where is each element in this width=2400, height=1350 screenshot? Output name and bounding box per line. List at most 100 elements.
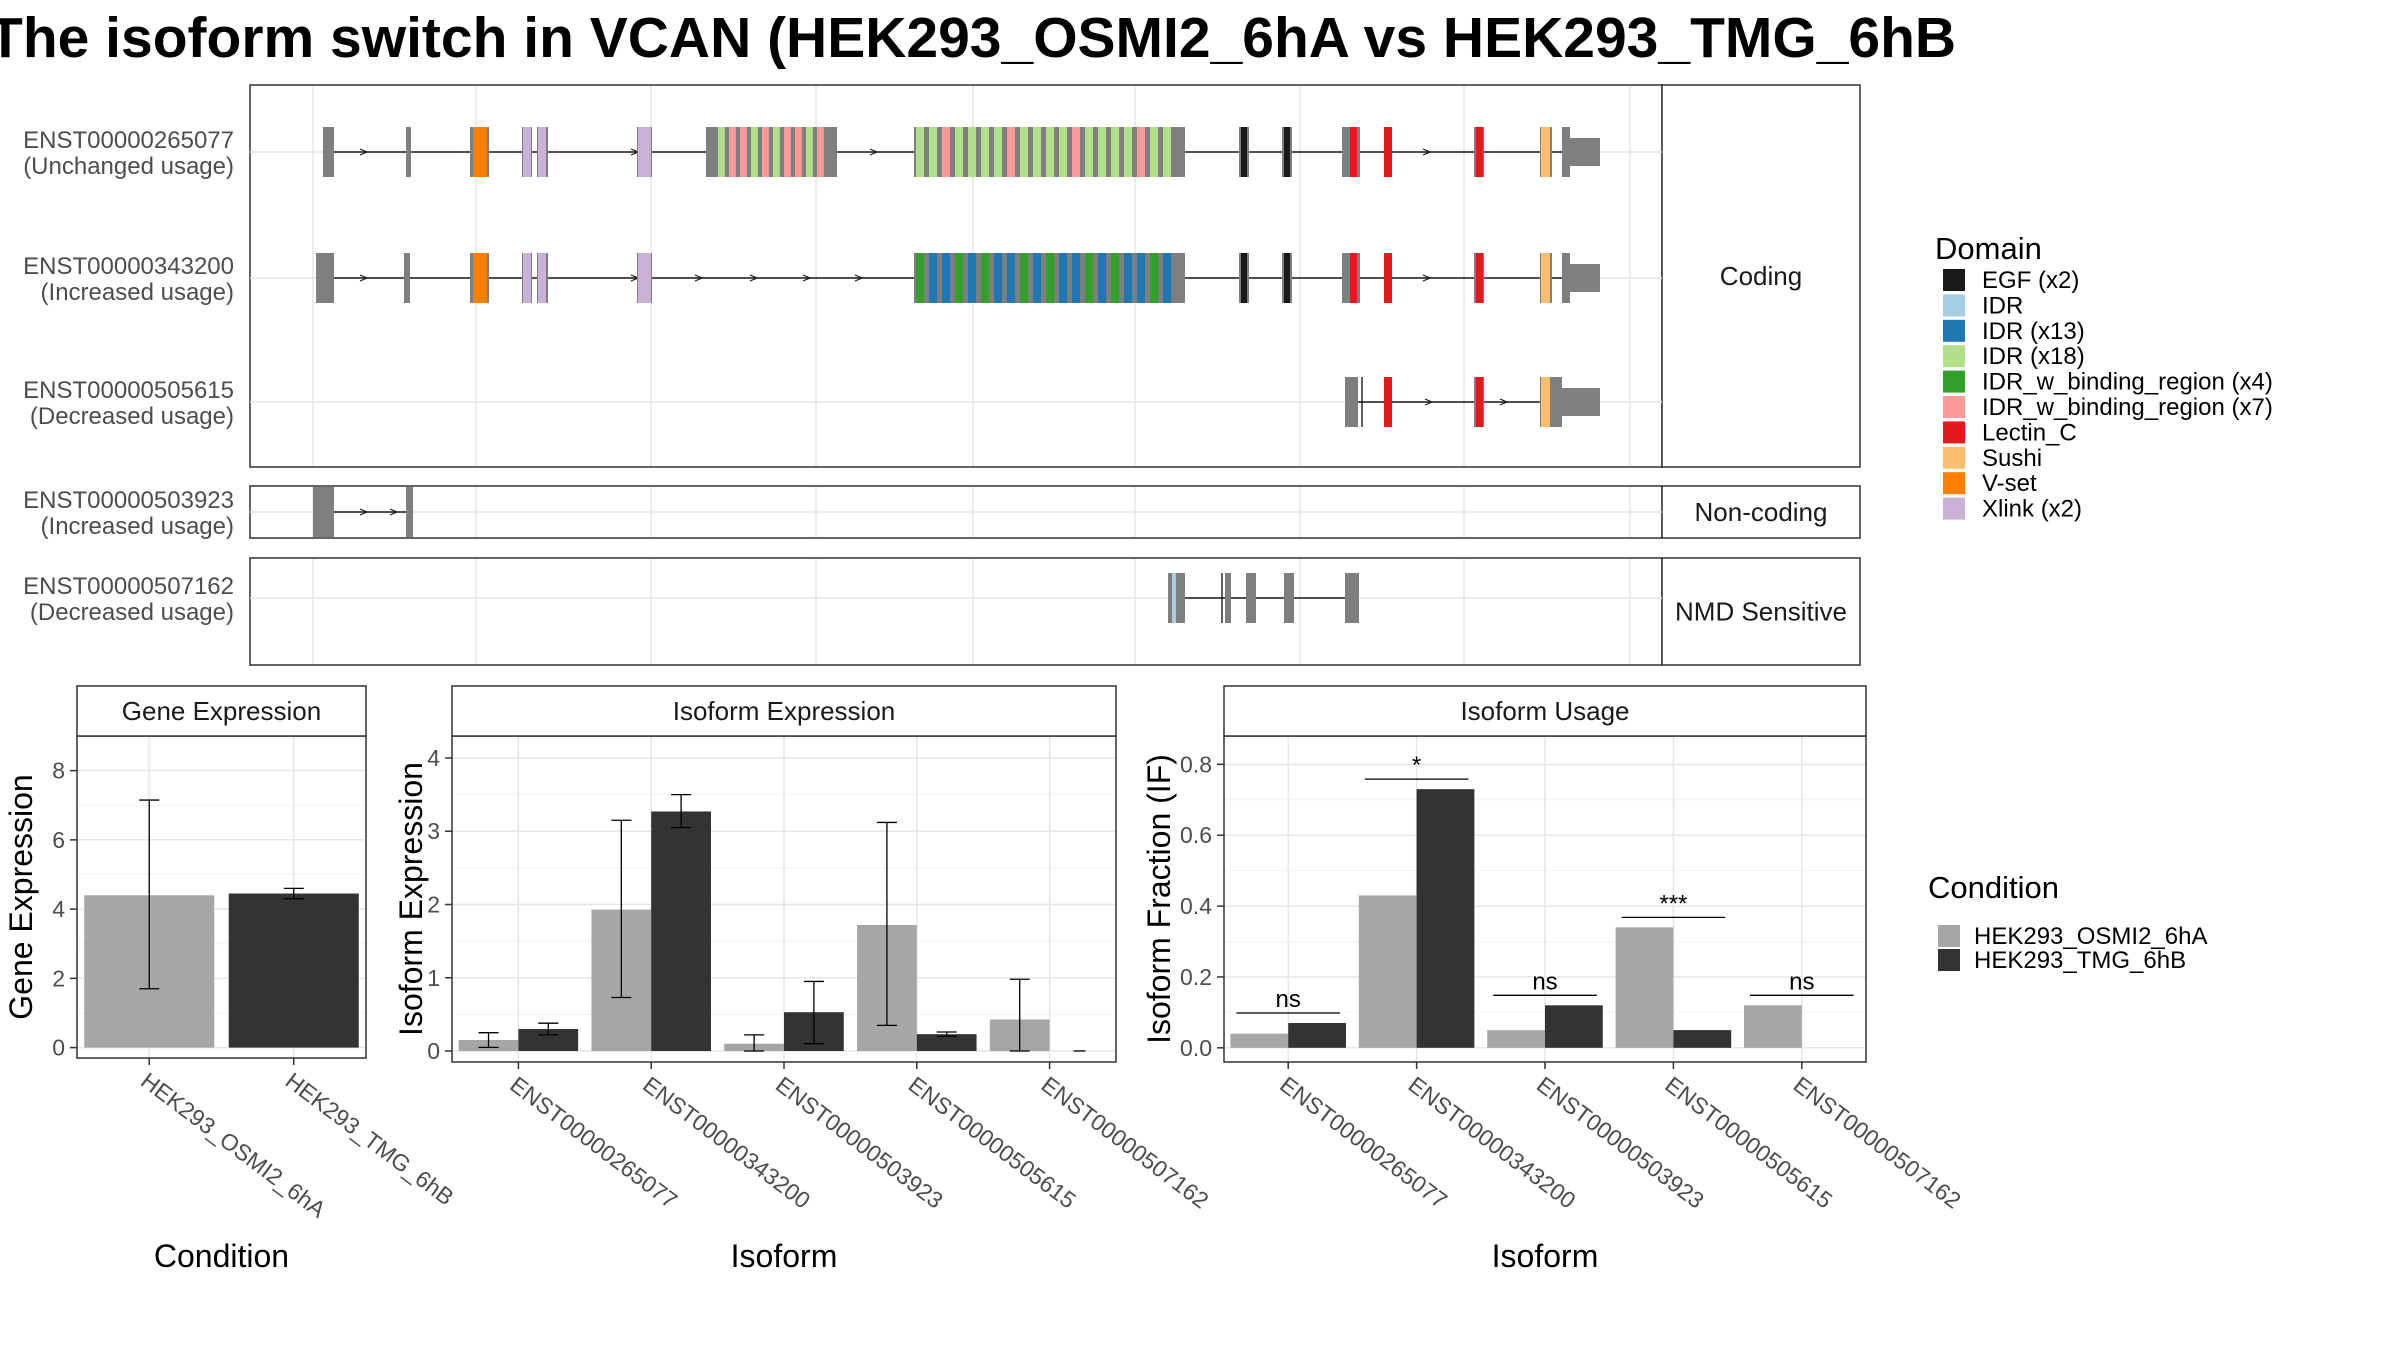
domain-band xyxy=(955,253,964,303)
exon-block xyxy=(1168,573,1185,623)
intron-arrow xyxy=(1422,274,1432,282)
y-tick-label: 1 xyxy=(427,965,440,991)
exon-block xyxy=(706,127,837,177)
chart-title: Isoform Expression xyxy=(673,696,896,726)
exon-block xyxy=(1345,573,1359,623)
domain-band xyxy=(773,127,780,177)
y-tick-label: 8 xyxy=(52,758,65,784)
transcript-id-label: ENST00000503923 xyxy=(23,487,234,514)
domain-band xyxy=(1072,253,1081,303)
significance-label: * xyxy=(1412,752,1421,779)
domain-band xyxy=(942,253,951,303)
x-axis-title: Condition xyxy=(154,1238,289,1274)
domain-band xyxy=(638,253,651,303)
domain-band xyxy=(916,253,925,303)
transcript-id-label: ENST00000505615 xyxy=(23,377,234,404)
domain-band xyxy=(538,253,546,303)
exon-block xyxy=(1225,573,1231,623)
domain-band xyxy=(916,127,925,177)
transcript-id-label: ENST00000343200 xyxy=(23,253,234,280)
exon-block xyxy=(404,253,410,303)
domain-legend-label: IDR_w_binding_region (x4) xyxy=(1982,369,2273,396)
intron-arrow xyxy=(389,508,399,516)
domain-legend-swatch xyxy=(1943,396,1965,418)
domain-band xyxy=(1020,253,1029,303)
gene-expression-chart: Gene Expression02468HEK293_OSMI2_6hAHEK2… xyxy=(3,685,459,1274)
x-axis-title: Isoform xyxy=(1492,1238,1599,1274)
data-bar xyxy=(916,1034,977,1052)
domain-band xyxy=(1072,127,1081,177)
transcript-usage-label: (Decreased usage) xyxy=(30,403,234,430)
data-bar xyxy=(518,1029,579,1052)
domain-legend-label: Xlink (x2) xyxy=(1982,496,2082,523)
domain-legend-swatch xyxy=(1943,319,1965,342)
domain-band xyxy=(523,253,531,303)
domain-band xyxy=(1172,573,1176,623)
y-axis-title: Isoform Fraction (IF) xyxy=(1141,754,1177,1044)
domain-band xyxy=(1476,377,1483,427)
data-bar xyxy=(1416,789,1475,1048)
exon-block xyxy=(1562,388,1600,416)
domain-band xyxy=(968,253,977,303)
data-bar xyxy=(1615,927,1674,1048)
condition-legend-label: HEK293_OSMI2_6hA xyxy=(1974,923,2207,950)
intron-arrow xyxy=(694,274,704,282)
domain-band xyxy=(1541,127,1550,177)
domain-legend-label: IDR xyxy=(1982,292,2023,319)
chart-title-strip xyxy=(1223,685,1867,737)
domain-band xyxy=(784,127,791,177)
intron-arrow xyxy=(359,508,369,516)
y-tick-label: 0.4 xyxy=(1180,893,1212,919)
y-tick-label: 0 xyxy=(52,1035,65,1061)
significance-label: ns xyxy=(1532,968,1557,995)
domain-band xyxy=(638,127,651,177)
y-tick-label: 4 xyxy=(52,896,65,922)
y-tick-label: 0.8 xyxy=(1180,751,1212,777)
domain-band xyxy=(1046,127,1055,177)
domain-band xyxy=(523,127,531,177)
domain-band xyxy=(1476,253,1483,303)
intron-arrow xyxy=(359,148,369,156)
domain-band xyxy=(1163,127,1172,177)
condition-legend-swatch xyxy=(1938,925,1960,947)
data-bar xyxy=(1358,895,1417,1048)
exon-block xyxy=(1342,127,1348,177)
domain-band xyxy=(929,127,938,177)
transcript-usage-label: (Unchanged usage) xyxy=(23,153,234,180)
domain-legend-title: Domain xyxy=(1935,231,2042,266)
intron-arrow xyxy=(854,274,864,282)
significance-label: *** xyxy=(1659,890,1687,917)
domain-band xyxy=(1476,127,1483,177)
domain-band xyxy=(1085,127,1094,177)
domain-band xyxy=(1046,253,1055,303)
domain-band xyxy=(981,127,990,177)
data-bar xyxy=(651,811,711,1052)
transcript-structure-panel: Coding Non-coding NMD Sensitive ENST0000026… xyxy=(23,84,1861,666)
domain-band xyxy=(1241,127,1247,177)
domain-band xyxy=(1384,377,1392,427)
domain-band xyxy=(1007,253,1016,303)
domain-band xyxy=(1384,253,1392,303)
y-tick-label: 2 xyxy=(52,965,65,991)
y-tick-label: 6 xyxy=(52,827,65,853)
domain-band xyxy=(1124,127,1133,177)
domain-band xyxy=(538,127,546,177)
domain-band xyxy=(1085,253,1094,303)
exon-block xyxy=(323,127,334,177)
y-tick-label: 0.0 xyxy=(1180,1035,1212,1061)
y-axis-title: Isoform Expression xyxy=(393,762,429,1036)
significance-label: ns xyxy=(1276,986,1301,1013)
exon-block xyxy=(1552,377,1562,427)
domain-legend-label: IDR (x18) xyxy=(1982,343,2085,370)
domain-legend-label: EGF (x2) xyxy=(1982,267,2079,294)
data-bar xyxy=(1545,1005,1603,1048)
exon-block xyxy=(313,487,334,537)
domain-band xyxy=(1541,253,1550,303)
y-tick-label: 0.6 xyxy=(1180,822,1212,848)
intron-arrow xyxy=(869,148,879,156)
facet-strip xyxy=(1661,84,1861,468)
facet-strip xyxy=(1661,485,1861,539)
exon-block xyxy=(406,487,413,537)
